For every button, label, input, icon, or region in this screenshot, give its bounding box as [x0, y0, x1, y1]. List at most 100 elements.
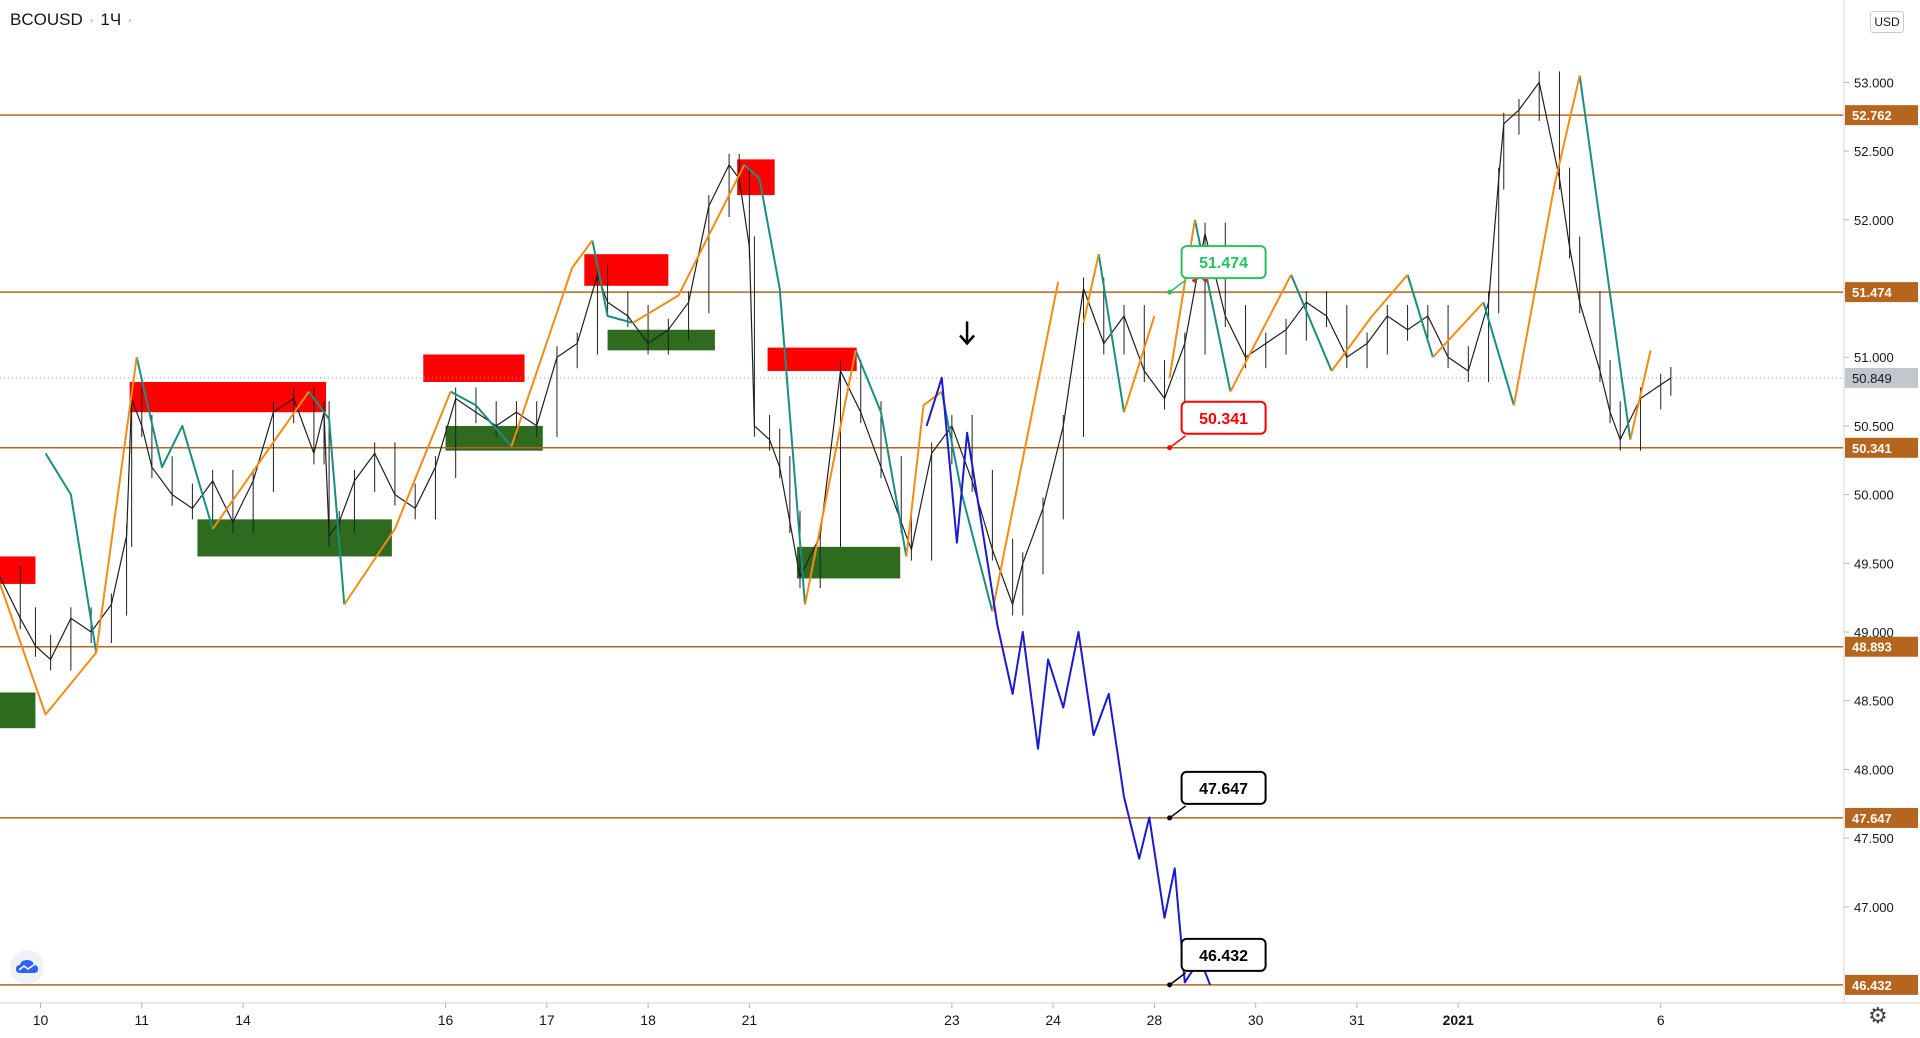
zigzag-up-leg [0, 357, 138, 716]
zigzag-down-leg [743, 164, 806, 605]
level-price-badge [1845, 636, 1918, 657]
zigzag-down-leg [44, 452, 98, 653]
zigzag-down-leg [1578, 75, 1632, 440]
zigzag-up-leg [1629, 350, 1652, 440]
zigzag-up-leg [1432, 301, 1485, 358]
y-tick-label: 49.500 [1854, 556, 1894, 571]
zigzag-up-leg [1168, 219, 1196, 378]
level-price-label: 50.341 [1852, 441, 1892, 456]
level-price-label: 46.432 [1852, 978, 1892, 993]
y-tick-label: 48.000 [1854, 762, 1894, 777]
zigzag-down-leg [1482, 302, 1515, 406]
zigzag-up-leg [1123, 315, 1156, 413]
demand-zone [445, 425, 543, 451]
zigzag-up-leg [1330, 274, 1409, 372]
demand-zone [197, 519, 392, 557]
y-tick-label: 47.000 [1854, 900, 1894, 915]
x-tick-label: 23 [944, 1012, 960, 1028]
zigzag-up-leg [991, 281, 1060, 612]
current-price-badge [1845, 367, 1918, 388]
y-tick-label: 50.500 [1854, 419, 1894, 434]
callout-box [1180, 400, 1267, 435]
y-tick-label: 53.000 [1854, 75, 1894, 90]
current-price-label: 50.849 [1852, 371, 1892, 386]
level-price-label: 48.893 [1852, 640, 1892, 655]
zigzag-down-leg [135, 356, 214, 530]
zigzag-up-leg [211, 391, 310, 530]
x-tick-label: 28 [1147, 1012, 1163, 1028]
y-tick-label: 52.500 [1854, 144, 1894, 159]
x-tick-label: 30 [1248, 1012, 1264, 1028]
level-price-label: 51.474 [1852, 285, 1893, 300]
callout-box [1180, 770, 1267, 805]
zigzag-up-leg [1082, 253, 1100, 324]
zigzag-down-leg [591, 240, 634, 324]
down-arrow-head [959, 334, 976, 346]
level-price-badge [1845, 437, 1918, 458]
separator-dot: · [88, 10, 95, 29]
zigzag-down-leg [854, 350, 908, 557]
y-tick-label: 47.500 [1854, 831, 1894, 846]
separator-dot: · [127, 10, 133, 29]
zigzag-up-leg [632, 164, 746, 324]
zigzag-up-leg [1512, 75, 1581, 406]
y-tick-label: 48.500 [1854, 694, 1894, 709]
zigzag-down-leg [308, 391, 346, 605]
x-tick-label: 21 [742, 1012, 758, 1028]
level-price-badge [1845, 105, 1918, 126]
callout-pointer [1169, 972, 1187, 986]
callout-label: 46.432 [1199, 948, 1248, 965]
y-tick-label: 52.000 [1854, 213, 1894, 228]
x-tick-label: 17 [539, 1012, 555, 1028]
callout-box [1180, 937, 1267, 972]
zigzag-up-leg [510, 239, 594, 447]
callout-pointer [1169, 805, 1187, 819]
currency-button[interactable]: USD [1870, 11, 1904, 33]
y-tick-label: 49.000 [1854, 625, 1894, 640]
x-tick-label: 11 [134, 1012, 149, 1028]
callout-box [1180, 245, 1267, 280]
level-price-label: 47.647 [1852, 811, 1892, 826]
cloud-icon [16, 960, 38, 973]
callout-label: 51.474 [1199, 255, 1248, 272]
x-tick-label: 16 [438, 1012, 454, 1028]
level-price-badge [1845, 807, 1918, 828]
zigzag-down-leg [450, 390, 513, 448]
interval-label: 1Ч [100, 10, 122, 29]
zigzag-down-leg [1406, 274, 1434, 358]
level-price-label: 52.762 [1852, 108, 1892, 123]
zigzag-up-leg [343, 391, 452, 606]
symbol-label[interactable]: BCOUSD · 1Ч · [10, 10, 139, 30]
gear-icon[interactable]: ⚙ [1868, 1003, 1888, 1028]
level-price-badge [1845, 974, 1918, 995]
y-tick-label: 51.000 [1854, 350, 1894, 365]
x-tick-label: 31 [1349, 1012, 1365, 1028]
x-tick-label: 2021 [1443, 1012, 1474, 1028]
zigzag-up-leg [1229, 274, 1292, 393]
zigzag-down-leg [1097, 254, 1125, 413]
x-tick-label: 24 [1045, 1012, 1061, 1028]
supply-zone [0, 556, 36, 584]
x-tick-label: 10 [33, 1012, 49, 1028]
supply-zone [737, 159, 775, 196]
supply-zone [767, 347, 857, 371]
x-tick-label: 6 [1657, 1012, 1665, 1028]
x-tick-label: 14 [235, 1012, 251, 1028]
callout-label: 50.341 [1199, 411, 1248, 428]
x-tick-label: 18 [640, 1012, 656, 1028]
zigzag-up-leg [804, 350, 857, 605]
level-price-badge [1845, 282, 1918, 303]
callout-pointer [1169, 435, 1187, 449]
projection-path [925, 376, 1212, 986]
callout-label: 47.647 [1199, 781, 1248, 798]
symbol-name: BCOUSD [10, 10, 83, 29]
zigzag-down-leg [940, 391, 994, 612]
y-tick-label: 50.000 [1854, 488, 1894, 503]
tradingview-cloud-icon[interactable] [10, 950, 44, 984]
demand-zone [0, 692, 36, 729]
supply-zone [423, 354, 525, 382]
zigzag-down-leg [1290, 274, 1333, 372]
callout-pointer [1169, 279, 1187, 293]
demand-zone [607, 329, 715, 351]
